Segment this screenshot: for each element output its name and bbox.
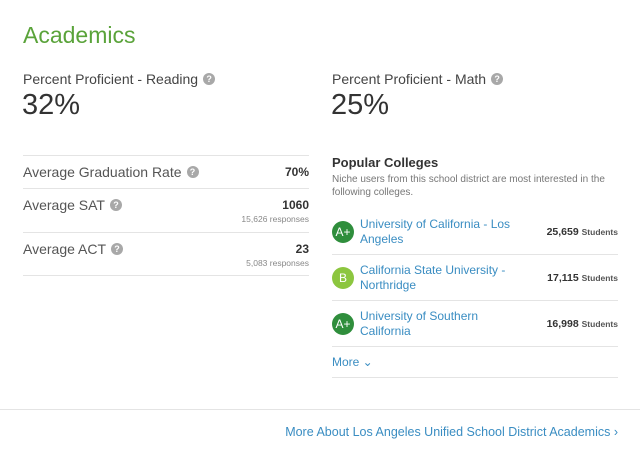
act-value: 23: [295, 242, 309, 256]
reading-label-text: Percent Proficient - Reading: [23, 71, 199, 87]
sat-responses: 15,626 responses: [241, 214, 309, 224]
college-student-count: 25,659 Students: [547, 226, 618, 238]
reading-stat-value: 32%: [22, 89, 81, 121]
graduation-rate-row: Average Graduation Rate ? 70%: [23, 155, 309, 188]
act-label: Average ACT: [23, 241, 107, 257]
graduation-rate-label: Average Graduation Rate: [23, 164, 182, 180]
row-label: Average SAT ?: [23, 197, 122, 213]
college-name-link[interactable]: California State University - Northridge: [360, 263, 506, 292]
college-student-count: 16,998 Students: [547, 318, 618, 330]
grade-badge: A+: [332, 313, 354, 335]
college-name-link[interactable]: University of Southern California: [360, 309, 479, 338]
row-label: Average Graduation Rate ?: [23, 164, 199, 180]
sat-label: Average SAT: [23, 197, 105, 213]
section-title: Academics: [23, 22, 136, 48]
act-row: Average ACT ? 23 5,083 responses: [23, 232, 309, 276]
college-name-link[interactable]: University of California - Los Angeles: [360, 217, 511, 246]
count-unit: Students: [581, 227, 618, 237]
graduation-rate-value: 70%: [284, 165, 309, 179]
college-student-count: 17,115 Students: [547, 272, 618, 284]
college-item[interactable]: B California State University - Northrid…: [332, 255, 618, 301]
row-label: Average ACT ?: [23, 241, 124, 257]
college-item[interactable]: A+ University of Southern California 16,…: [332, 301, 618, 347]
count-unit: Students: [581, 319, 618, 329]
count-number: 16,998: [546, 318, 579, 330]
divider: [332, 377, 618, 378]
popular-colleges: Popular Colleges Niche users from this s…: [332, 155, 618, 347]
sat-row: Average SAT ? 1060 15,626 responses: [23, 188, 309, 232]
count-unit: Students: [581, 273, 618, 283]
help-icon[interactable]: ?: [203, 73, 216, 85]
stats-table: Average Graduation Rate ? 70% Average SA…: [23, 155, 309, 276]
math-stat-value: 25%: [331, 89, 390, 121]
divider: [0, 409, 640, 410]
more-academics-link[interactable]: More About Los Angeles Unified School Di…: [285, 425, 618, 439]
sat-value: 1060: [282, 198, 309, 212]
math-stat-label: Percent Proficient - Math ?: [332, 71, 504, 87]
reading-stat-label: Percent Proficient - Reading ?: [23, 71, 216, 87]
grade-badge: A+: [332, 221, 354, 243]
more-colleges-link[interactable]: More ⌄: [332, 355, 373, 369]
grade-badge: B: [332, 267, 354, 289]
count-number: 25,659: [546, 226, 579, 238]
popular-colleges-description: Niche users from this school district ar…: [332, 174, 605, 198]
college-item[interactable]: A+ University of California - Los Angele…: [332, 209, 618, 255]
act-responses: 5,083 responses: [246, 258, 309, 268]
help-icon[interactable]: ?: [111, 243, 124, 255]
help-icon[interactable]: ?: [109, 199, 122, 211]
count-number: 17,115: [547, 272, 579, 284]
math-label-text: Percent Proficient - Math: [332, 71, 487, 87]
popular-colleges-heading: Popular Colleges: [332, 155, 439, 170]
help-icon[interactable]: ?: [491, 73, 504, 85]
help-icon[interactable]: ?: [186, 166, 199, 178]
